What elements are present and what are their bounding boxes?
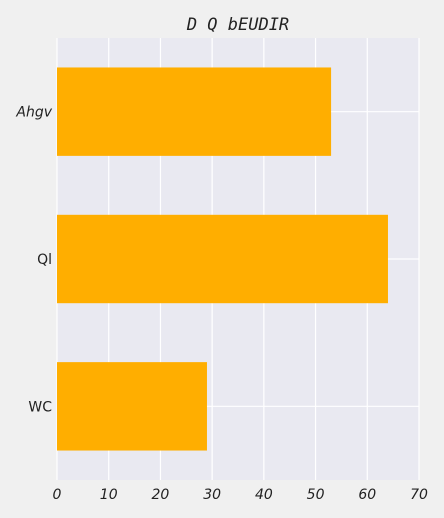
chart-title: D Q bEUDIR [186,15,289,35]
x-tick-label: 60 [358,487,376,503]
bars [57,67,388,451]
bar [57,214,388,304]
x-tick-label: 70 [410,487,428,503]
y-tick-label: Ahgv [15,105,52,121]
y-tick-label: Ql [37,252,52,268]
x-tick-label: 0 [53,487,62,503]
x-tick-label: 30 [203,487,221,503]
bar [57,67,332,156]
bar [57,362,207,451]
x-tick-label: 50 [307,487,325,503]
x-tick-label: 20 [152,487,170,503]
x-tick-label: 40 [255,487,273,503]
x-tick-label: 10 [100,487,118,503]
y-axis-ticks: Ahgv Ql WC [15,105,52,416]
y-tick-label: WC [28,399,52,415]
x-axis-ticks: 0 10 20 30 40 50 60 70 [53,487,428,503]
